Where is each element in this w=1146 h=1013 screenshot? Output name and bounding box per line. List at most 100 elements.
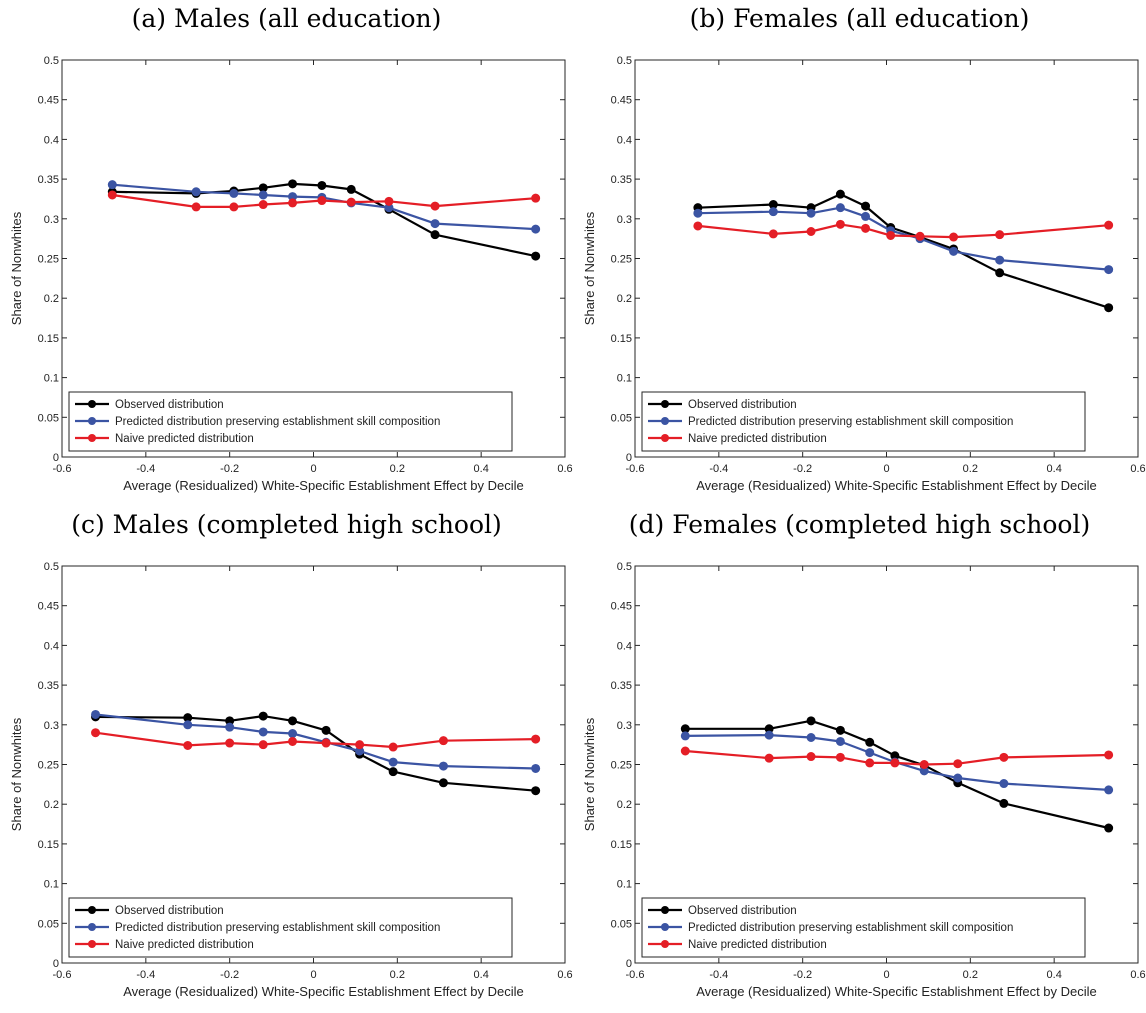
legend-marker [88, 906, 96, 914]
series-line-observed-distribution [685, 719, 1109, 830]
data-point [1104, 785, 1114, 795]
legend-label: Naive predicted distribution [688, 433, 827, 445]
x-axis-label: Average (Residualized) White-Specific Es… [123, 984, 524, 999]
chart-panel-d: (d) Females (completed high school) -0.6… [573, 506, 1146, 1012]
data-point [949, 232, 959, 242]
data-point [806, 208, 816, 218]
legend-label: Observed distribution [688, 905, 797, 917]
y-tick-label: 0.15 [611, 839, 632, 851]
data-point [288, 198, 298, 208]
chart-panel-c: (c) Males (completed high school) -0.6 -0… [0, 506, 573, 1012]
x-tick-label: -0.6 [626, 969, 645, 981]
data-point [288, 179, 298, 189]
data-point [680, 746, 690, 756]
x-tick-label: 0.4 [474, 969, 489, 981]
data-point [835, 725, 845, 735]
data-point [91, 728, 101, 738]
series-line-observed-distribution [95, 715, 536, 792]
plot-area [634, 59, 1139, 458]
data-point [768, 229, 778, 239]
y-tick-label: 0.25 [38, 760, 59, 772]
y-tick-label: 0.25 [611, 760, 632, 772]
x-tick-label: 0.2 [963, 463, 978, 475]
y-tick-label: 0.5 [44, 55, 59, 67]
data-point [835, 736, 845, 746]
data-point [355, 740, 365, 750]
y-tick-label: 0.1 [617, 373, 632, 385]
legend-label: Observed distribution [115, 399, 224, 411]
data-point [865, 758, 875, 768]
data-point [949, 246, 959, 256]
data-point [430, 201, 440, 211]
y-tick-label: 0.5 [617, 561, 632, 573]
legend-marker [88, 400, 96, 408]
data-point [995, 268, 1005, 278]
legend-marker [661, 434, 669, 442]
x-tick-label: 0.2 [963, 969, 978, 981]
chart-plot-d: -0.6 -0.4 -0.2 0 0.2 0.4 0.6 0 0.05 0.1 0.15 0.2 0.2… [582, 561, 1146, 999]
data-point [865, 737, 875, 747]
data-point [806, 716, 816, 726]
y-tick-label: 0.35 [38, 174, 59, 186]
x-tick-label: -0.4 [136, 463, 155, 475]
y-tick-label: 0.05 [38, 412, 59, 424]
data-point [531, 786, 541, 796]
x-tick-label: 0 [883, 969, 889, 981]
data-point [806, 752, 816, 762]
x-tick-label: -0.2 [793, 463, 812, 475]
series-line-naive-predicted-distribution [95, 731, 536, 749]
data-point [258, 190, 268, 200]
y-tick-label: 0.2 [44, 293, 59, 305]
data-point [999, 779, 1009, 789]
data-point [764, 730, 774, 740]
series-line-naive-predicted-distribution [112, 193, 536, 208]
data-point [388, 767, 398, 777]
data-point [438, 761, 448, 771]
x-tick-label: 0.6 [1130, 463, 1145, 475]
legend-marker [661, 417, 669, 425]
y-tick-label: 0.5 [44, 561, 59, 573]
x-tick-label: 0 [310, 463, 316, 475]
y-tick-label: 0.05 [611, 412, 632, 424]
data-point [890, 758, 900, 768]
data-point [835, 203, 845, 213]
x-tick-label: -0.6 [53, 463, 72, 475]
y-tick-label: 0.35 [611, 680, 632, 692]
data-point [191, 187, 201, 197]
data-point [865, 748, 875, 758]
legend-label: Naive predicted distribution [688, 939, 827, 951]
legend-box [641, 391, 1086, 452]
y-tick-label: 0.35 [38, 680, 59, 692]
y-tick-label: 0.15 [611, 333, 632, 345]
legend-label: Predicted distribution preserving establ… [688, 922, 1013, 934]
data-point [321, 725, 331, 735]
legend-label: Predicted distribution preserving establ… [115, 416, 440, 428]
y-tick-label: 0.45 [38, 601, 59, 613]
data-point [258, 740, 268, 750]
y-tick-label: 0.35 [611, 174, 632, 186]
legend-marker [88, 417, 96, 425]
chart-title: (b) Females (all education) [689, 4, 1030, 33]
chart-title: (c) Males (completed high school) [71, 510, 502, 539]
plot-area [634, 565, 1139, 964]
x-tick-label: 0 [310, 969, 316, 981]
data-point [531, 193, 541, 203]
chart-title: (a) Males (all education) [131, 4, 442, 33]
series-line-predicted-distribution-preserving-establishment-skill-composition [95, 713, 536, 770]
x-tick-label: 0.2 [390, 969, 405, 981]
data-point [861, 223, 871, 233]
y-tick-label: 0 [53, 958, 59, 970]
y-tick-label: 0.4 [617, 134, 632, 146]
legend-box [641, 897, 1086, 958]
data-point [107, 190, 117, 200]
legend-label: Predicted distribution preserving establ… [115, 922, 440, 934]
data-point [531, 251, 541, 261]
y-tick-label: 0.3 [44, 214, 59, 226]
data-point [886, 230, 896, 240]
data-point [680, 731, 690, 741]
chart-panel-b: (b) Females (all education) -0.6 -0.4 -0.2… [573, 0, 1146, 506]
data-point [225, 722, 235, 732]
x-tick-label: 0.2 [390, 463, 405, 475]
y-tick-label: 0.15 [38, 839, 59, 851]
data-point [693, 221, 703, 231]
